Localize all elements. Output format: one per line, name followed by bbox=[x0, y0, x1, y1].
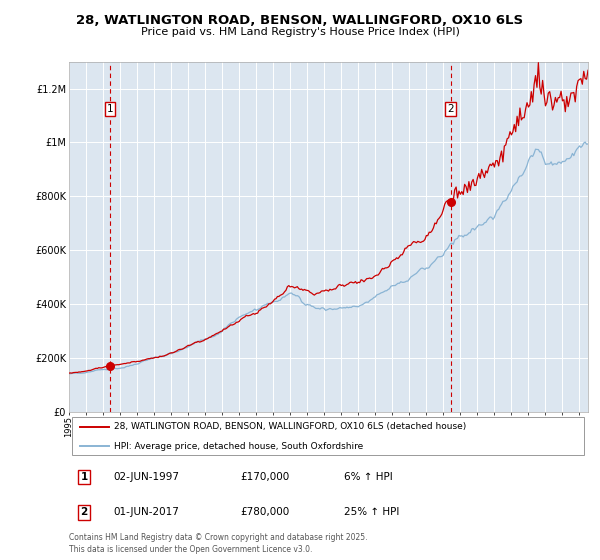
Text: 2: 2 bbox=[80, 507, 88, 517]
Text: 1: 1 bbox=[80, 472, 88, 482]
Text: Price paid vs. HM Land Registry's House Price Index (HPI): Price paid vs. HM Land Registry's House … bbox=[140, 27, 460, 38]
Text: 6% ↑ HPI: 6% ↑ HPI bbox=[344, 472, 393, 482]
FancyBboxPatch shape bbox=[71, 417, 584, 455]
Text: 1: 1 bbox=[107, 104, 113, 114]
Text: £780,000: £780,000 bbox=[240, 507, 290, 517]
Text: Contains HM Land Registry data © Crown copyright and database right 2025.
This d: Contains HM Land Registry data © Crown c… bbox=[69, 533, 367, 554]
Text: 01-JUN-2017: 01-JUN-2017 bbox=[113, 507, 179, 517]
Text: 28, WATLINGTON ROAD, BENSON, WALLINGFORD, OX10 6LS: 28, WATLINGTON ROAD, BENSON, WALLINGFORD… bbox=[76, 14, 524, 27]
Text: HPI: Average price, detached house, South Oxfordshire: HPI: Average price, detached house, Sout… bbox=[114, 442, 364, 451]
Text: 2: 2 bbox=[447, 104, 454, 114]
Text: 28, WATLINGTON ROAD, BENSON, WALLINGFORD, OX10 6LS (detached house): 28, WATLINGTON ROAD, BENSON, WALLINGFORD… bbox=[114, 422, 466, 431]
Text: 25% ↑ HPI: 25% ↑ HPI bbox=[344, 507, 400, 517]
Text: £170,000: £170,000 bbox=[240, 472, 290, 482]
Text: 02-JUN-1997: 02-JUN-1997 bbox=[113, 472, 179, 482]
